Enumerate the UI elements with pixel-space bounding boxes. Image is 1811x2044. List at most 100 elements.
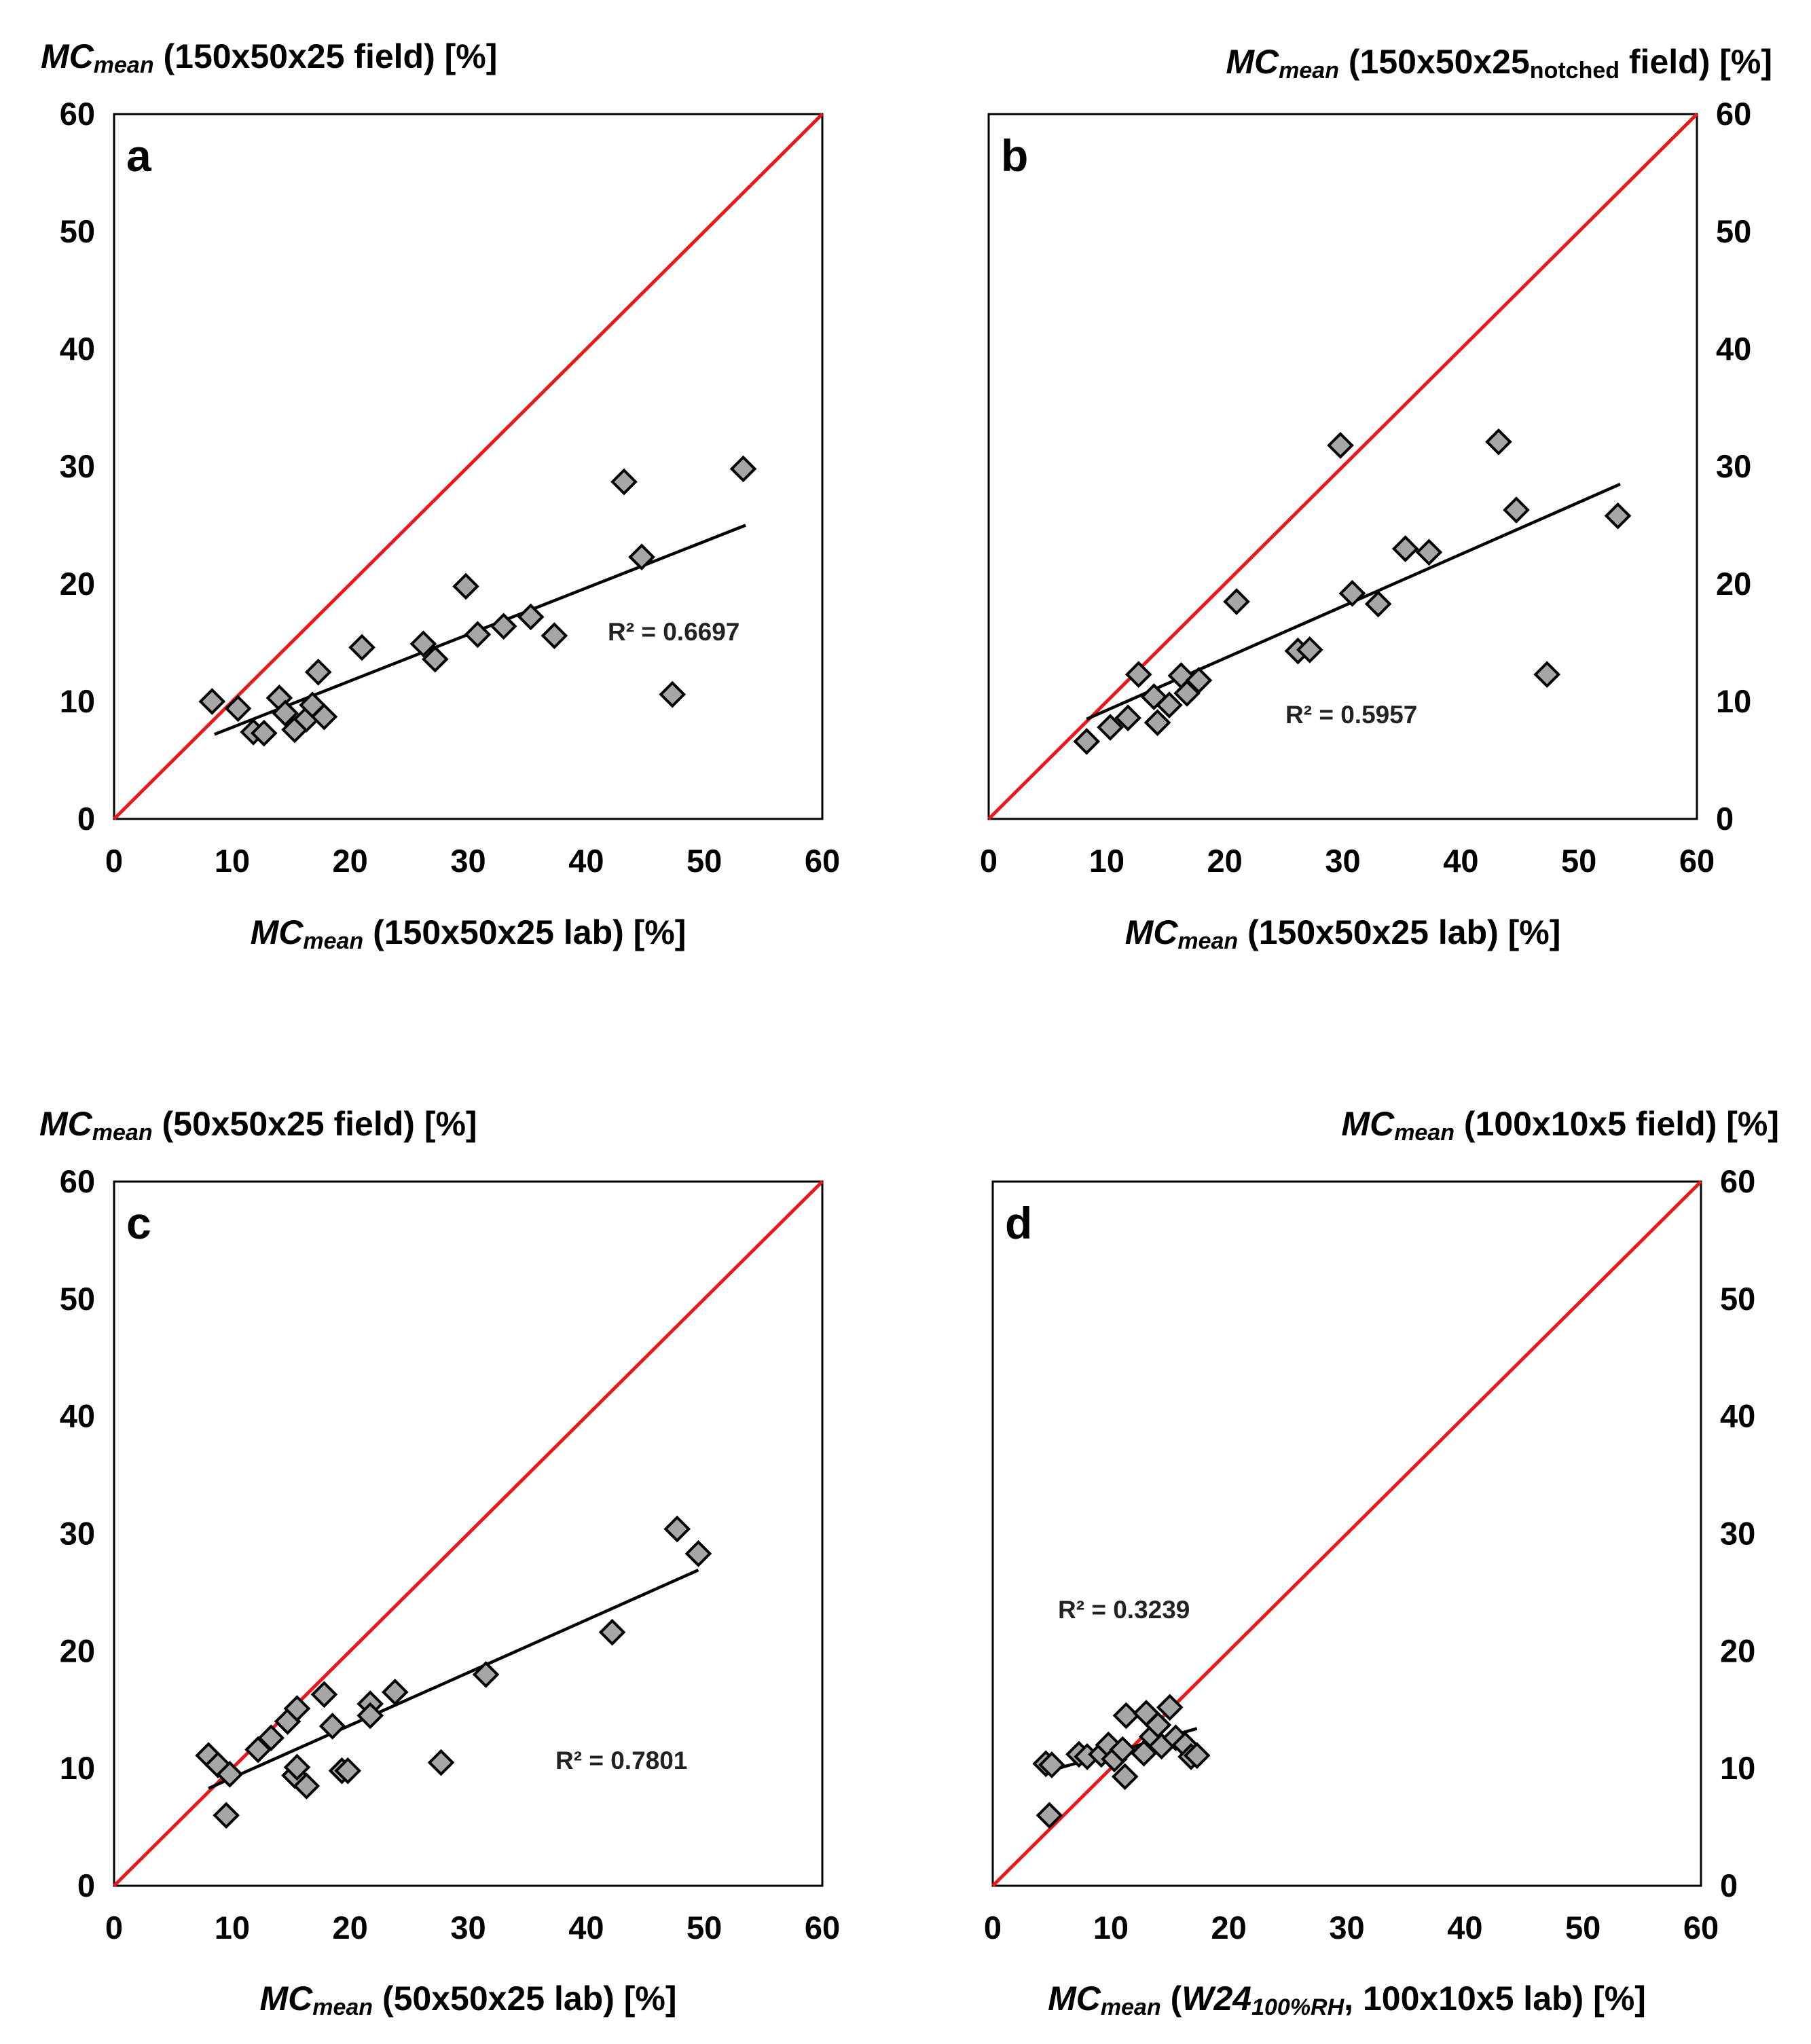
- data-point: [684, 1540, 712, 1567]
- x-tick-label: 40: [1447, 1910, 1482, 1946]
- y-tick-label: 10: [60, 1750, 95, 1786]
- data-point: [1185, 667, 1213, 694]
- data-point: [610, 468, 638, 496]
- data-point: [1156, 1694, 1184, 1721]
- panel-letter: c: [126, 1198, 151, 1248]
- x-axis-title: MCmean (50x50x25 lab) [%]: [259, 1979, 676, 2020]
- y-tick-label: 40: [60, 1398, 95, 1434]
- data-point: [348, 634, 376, 661]
- y-tick-label: 0: [77, 801, 95, 837]
- y-tick-label: 20: [60, 566, 95, 602]
- x-tick-label: 30: [450, 843, 486, 879]
- data-point: [1183, 1742, 1211, 1769]
- y-tick-label: 30: [60, 448, 95, 484]
- y-tick-label: 10: [1716, 683, 1751, 719]
- data-point: [1109, 1736, 1137, 1764]
- data-point: [293, 1772, 321, 1800]
- y-tick-label: 30: [1716, 448, 1751, 484]
- x-tick-label: 10: [215, 843, 250, 879]
- data-point: [1533, 661, 1561, 689]
- x-tick-label: 60: [1679, 843, 1715, 879]
- data-point: [464, 621, 492, 649]
- data-point: [628, 543, 655, 571]
- y-axis-title: MCmean (150x50x25 field) [%]: [41, 37, 497, 78]
- data-point: [198, 688, 226, 715]
- y-tick-label: 40: [1720, 1398, 1755, 1434]
- x-tick-label: 20: [1211, 1910, 1247, 1946]
- y-axis-title: MCmean (50x50x25 field) [%]: [39, 1105, 477, 1146]
- data-point: [1223, 588, 1250, 615]
- identity-line: [987, 113, 1698, 820]
- data-point: [452, 572, 479, 600]
- x-axis-title: MCmean (150x50x25 lab) [%]: [251, 913, 687, 954]
- data-point: [310, 703, 338, 731]
- panel-a: 00 10 10 20 20 30 30 40 40 50 50 60 60 a R² = 0.6697 MC…: [41, 37, 840, 954]
- data-point: [1415, 539, 1443, 566]
- data-point: [490, 613, 517, 640]
- panel-b: 0 0 10 10 20 20 30 30 40 40 50 50 60 60 b R² = 0.5957 MC…: [980, 43, 1772, 954]
- x-tick-label: 60: [1683, 1910, 1719, 1946]
- data-point: [659, 680, 687, 708]
- x-axis-title: MCmean (150x50x25 lab) [%]: [1125, 913, 1561, 954]
- y-tick-label: 50: [1720, 1281, 1755, 1317]
- x-tick-label: 30: [1325, 843, 1360, 879]
- y-tick-label: 0: [1720, 1867, 1738, 1903]
- trendline: [208, 1569, 699, 1790]
- data-point: [318, 1713, 346, 1740]
- y-tick-label: 0: [1716, 801, 1734, 837]
- y-tick-label: 50: [60, 1281, 95, 1317]
- data-point: [1296, 636, 1323, 663]
- x-tick-label: 0: [105, 1910, 123, 1946]
- x-tick-label: 0: [980, 843, 998, 879]
- data-point: [1156, 691, 1183, 719]
- data-point: [1038, 1751, 1065, 1778]
- r-squared-label: R² = 0.7801: [555, 1747, 687, 1774]
- data-point: [1114, 704, 1141, 732]
- r-squared-label: R² = 0.6697: [608, 618, 739, 646]
- panel-letter: a: [126, 130, 152, 181]
- y-tick-label: 20: [60, 1632, 95, 1668]
- x-tick-label: 50: [1565, 1910, 1600, 1946]
- x-tick-label: 20: [333, 1910, 368, 1946]
- data-point: [224, 695, 252, 723]
- data-point: [1604, 502, 1632, 530]
- data-point: [663, 1515, 691, 1543]
- data-point: [310, 1681, 338, 1709]
- x-tick-label: 50: [1561, 843, 1596, 879]
- data-point: [1124, 661, 1152, 689]
- data-point: [1073, 727, 1101, 755]
- x-tick-label: 40: [568, 843, 604, 879]
- y-axis-title: MCmean (150x50x25notched field) [%]: [1226, 43, 1772, 84]
- x-axis-title: MCmean (W24100%RH, 100x10x5 lab) [%]: [1048, 1979, 1646, 2020]
- y-axis-title: MCmean (100x10x5 field) [%]: [1341, 1105, 1779, 1146]
- y-tick-label: 60: [1716, 96, 1751, 132]
- x-tick-label: 20: [1207, 843, 1243, 879]
- x-tick-label: 0: [984, 1910, 1002, 1946]
- y-tick-label: 60: [60, 1163, 95, 1199]
- y-tick-label: 30: [1720, 1516, 1755, 1552]
- y-tick-label: 50: [1716, 213, 1751, 249]
- data-point: [1327, 432, 1354, 459]
- x-tick-label: 10: [1089, 843, 1124, 879]
- panel-d: 0 0 10 10 20 20 30 30 40 40 50 50 60 60 d R² = 0.3239 MC…: [984, 1105, 1779, 2020]
- x-tick-label: 10: [215, 1910, 250, 1946]
- data-point: [409, 630, 437, 658]
- data-point: [472, 1661, 500, 1688]
- data-point: [1036, 1802, 1063, 1829]
- x-tick-label: 0: [105, 843, 123, 879]
- x-tick-label: 30: [1329, 1910, 1364, 1946]
- y-tick-label: 0: [77, 1867, 95, 1903]
- data-point: [213, 1802, 240, 1829]
- data-point: [1338, 580, 1366, 607]
- data-point: [427, 1749, 455, 1776]
- data-point: [1485, 428, 1512, 456]
- x-tick-label: 60: [805, 843, 840, 879]
- data-point: [381, 1678, 409, 1706]
- y-tick-label: 50: [60, 213, 95, 249]
- r-squared-label: R² = 0.3239: [1058, 1596, 1190, 1624]
- data-point: [356, 1702, 384, 1730]
- data-point: [598, 1618, 626, 1646]
- x-tick-label: 40: [568, 1910, 604, 1946]
- panel-letter: b: [1001, 130, 1028, 181]
- data-point: [216, 1760, 244, 1788]
